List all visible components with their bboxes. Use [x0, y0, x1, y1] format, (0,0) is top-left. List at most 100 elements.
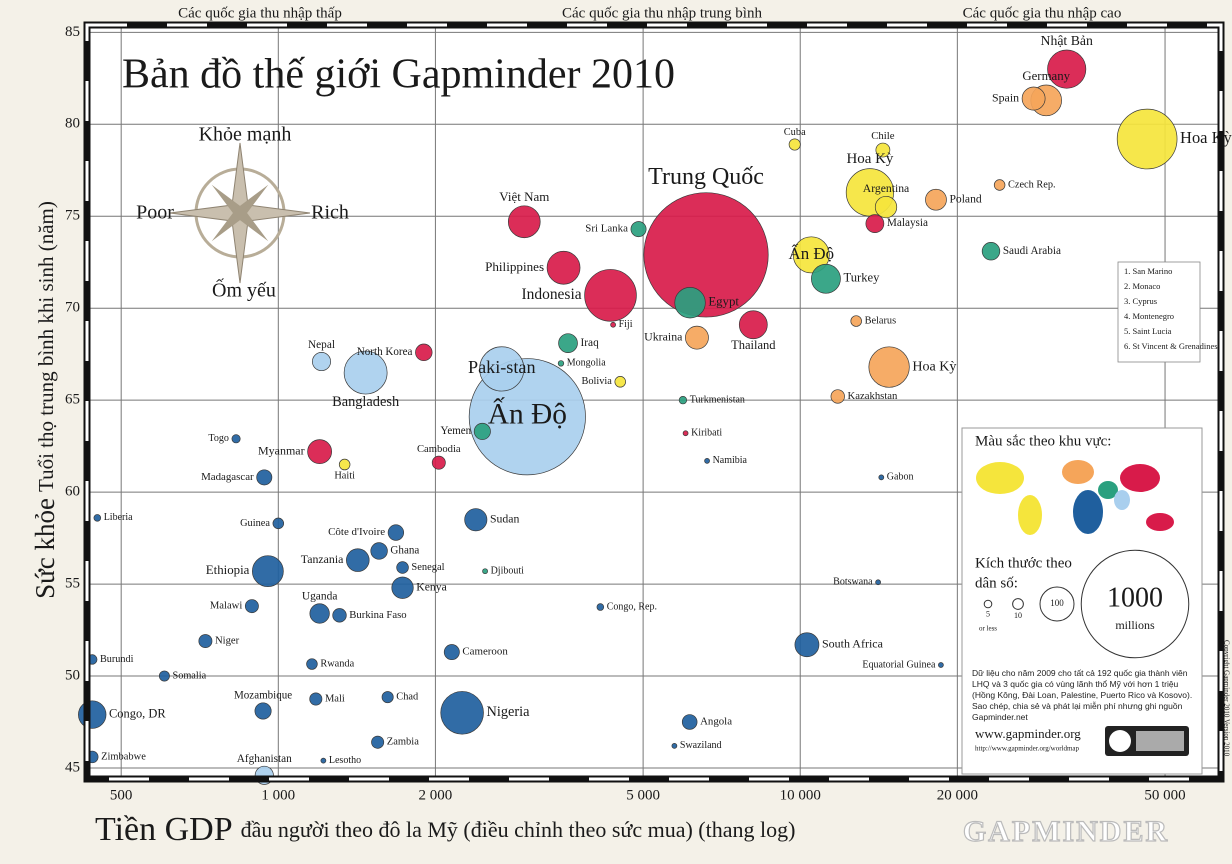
region-east-asia — [1120, 464, 1160, 492]
bubble — [1116, 108, 1178, 170]
bubble — [614, 376, 626, 388]
copyright: Copyright Gapminder 2010 Version 2010 — [1222, 640, 1230, 757]
small-country: 4. Montenegro — [1124, 311, 1174, 321]
bubble — [850, 315, 862, 327]
bubble — [681, 714, 698, 730]
bubble-label: Iraq — [580, 337, 599, 349]
bubble-label: Trung Quốc — [648, 164, 764, 190]
bubble-label: Niger — [215, 636, 240, 647]
bubble — [878, 474, 885, 481]
size-legend-label: 5 — [986, 610, 990, 619]
bubble — [704, 457, 710, 464]
bubble-label: Kenya — [416, 580, 447, 593]
bubble — [874, 195, 898, 219]
bubble-label: Afghanistan — [237, 753, 292, 765]
bubble-label: Hoa Kỳ — [847, 151, 894, 167]
bubble-label: Việt Nam — [499, 189, 549, 204]
bubble — [387, 524, 405, 541]
bubble — [792, 236, 830, 274]
y-tick-label: 70 — [65, 300, 80, 316]
bubble — [596, 603, 605, 611]
bubble-label: Mozambique — [234, 690, 292, 702]
cc-badge-by — [1136, 731, 1184, 751]
bubble-label: Sudan — [490, 512, 520, 525]
bubble-label: Togo — [208, 433, 228, 444]
bubble-label: Nhật Bản — [1041, 33, 1093, 48]
size-legend-label: 100 — [1050, 598, 1064, 608]
bubble — [678, 396, 688, 405]
bubble-label: Burundi — [100, 654, 134, 665]
bubble-label: Angola — [700, 715, 732, 727]
bubble-label: Mongolia — [567, 358, 606, 369]
bubble — [415, 343, 433, 362]
bubble — [479, 346, 525, 392]
bubble-label: Myanmar — [258, 443, 305, 457]
bubble — [464, 508, 488, 532]
bubble-label: Ukraina — [644, 329, 683, 343]
bubble-label: Poland — [949, 192, 981, 205]
x-tick-label: 1 000 — [261, 787, 295, 803]
bubble-label: Malawi — [210, 601, 243, 612]
income-band: Các quốc gia thu nhập cao — [963, 5, 1122, 21]
bubble-label: Congo, DR — [109, 706, 166, 720]
bubble-label: Liberia — [104, 512, 133, 523]
bubble-label: Djibouti — [491, 565, 525, 576]
bubble — [256, 469, 273, 486]
bubble-label: Ethiopia — [206, 563, 250, 577]
bubble — [671, 743, 678, 749]
size-legend: 5 10 100 1000 millions or less — [979, 549, 1190, 659]
bubble-label: Namibia — [713, 455, 748, 466]
bubble-label: Côte d'Ivoire — [328, 526, 385, 538]
url: http://www.gapminder.org/worldmap — [975, 745, 1080, 753]
bubble — [272, 517, 285, 530]
bubble-label: Chad — [396, 692, 419, 703]
bubble-label: Cambodia — [417, 444, 461, 455]
y-tick-label: 50 — [65, 667, 80, 683]
bubble — [343, 350, 388, 395]
color-legend-title: Màu sắc theo khu vực: — [975, 433, 1111, 449]
bubble-label: Cuba — [784, 127, 806, 138]
bubble-label: Yemen — [440, 425, 471, 437]
bubble-label: Zimbabwe — [101, 751, 146, 762]
cc-badge — [1105, 726, 1189, 756]
bubble-label: Congo, Rep. — [607, 601, 657, 612]
size-legend-title: Kích thước theo — [975, 555, 1072, 571]
bubble — [868, 346, 910, 388]
bubble — [811, 263, 841, 294]
bubble — [830, 389, 845, 404]
size-legend-title: dân số: — [975, 575, 1018, 591]
region-africa — [1073, 490, 1103, 534]
bubble — [320, 757, 327, 764]
compass — [169, 142, 311, 284]
bubble — [643, 192, 769, 318]
bubble — [158, 670, 170, 682]
note: Dữ liệu cho năm 2009 cho tất cả 192 quốc… — [972, 668, 1193, 722]
bubble-label: North Korea — [357, 346, 413, 358]
bubble-label: Saudi Arabia — [1003, 245, 1061, 257]
bubble-label: Egypt — [708, 295, 739, 309]
bubble-label: Spain — [992, 90, 1019, 104]
bubble — [738, 310, 768, 340]
region-americas — [1018, 495, 1042, 535]
bubble-label: Thailand — [731, 338, 776, 352]
bubble-label: Guinea — [240, 518, 270, 529]
bubble-label: Sri Lanka — [585, 223, 628, 235]
bubble — [610, 321, 616, 328]
small-country: 2. Monaco — [1124, 281, 1160, 291]
bubble — [78, 700, 107, 729]
bubble — [93, 514, 102, 522]
bubble — [1047, 49, 1087, 89]
income-band: Các quốc gia thu nhập trung bình — [562, 5, 762, 21]
bubble-label: Turkey — [843, 271, 880, 285]
x-label-sub: đầu người theo đô la Mỹ (điều chỉnh theo… — [241, 817, 796, 842]
bubble-label: Tanzania — [301, 552, 344, 566]
bubble-label: Swaziland — [680, 740, 722, 751]
bubble-label: Hoa Kỳ — [912, 358, 956, 374]
size-legend-note: or less — [979, 625, 997, 633]
bubble-label: Ấn Độ — [488, 396, 567, 430]
bubble-label: Philippines — [485, 259, 544, 274]
compass-left: Poor — [136, 202, 174, 224]
bubble-label: Nepal — [308, 339, 335, 351]
region-americas — [976, 462, 1024, 494]
bubble — [875, 579, 881, 586]
